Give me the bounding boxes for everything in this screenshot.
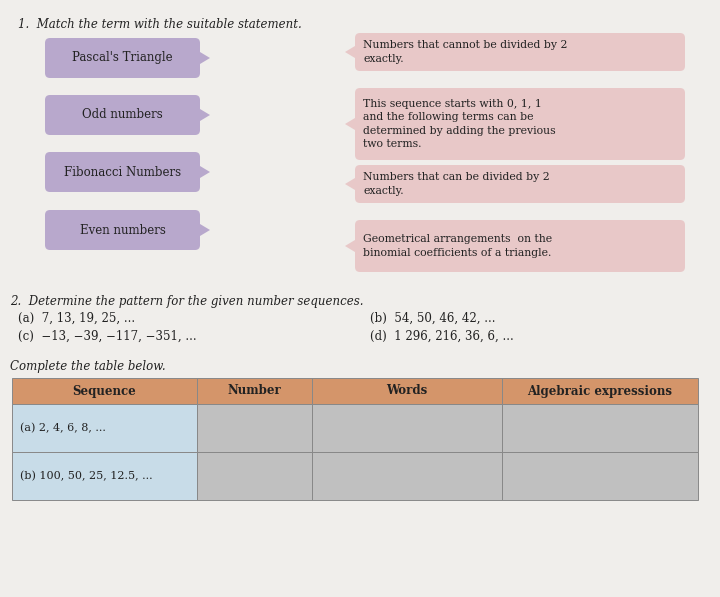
Bar: [12, 378, 197, 404]
Polygon shape: [200, 166, 210, 178]
Text: Complete the table below.: Complete the table below.: [10, 360, 166, 373]
FancyBboxPatch shape: [45, 210, 200, 250]
Polygon shape: [200, 52, 210, 64]
Text: 1.  Match the term with the suitable statement.: 1. Match the term with the suitable stat…: [18, 18, 302, 31]
Polygon shape: [200, 109, 210, 121]
FancyBboxPatch shape: [355, 220, 685, 272]
Bar: [12, 452, 197, 500]
Text: Odd numbers: Odd numbers: [82, 109, 163, 122]
Text: (d)  1 296, 216, 36, 6, ...: (d) 1 296, 216, 36, 6, ...: [370, 330, 514, 343]
FancyBboxPatch shape: [355, 33, 685, 71]
Bar: [312, 404, 502, 452]
Text: (a)  7, 13, 19, 25, ...: (a) 7, 13, 19, 25, ...: [18, 312, 135, 325]
Text: Even numbers: Even numbers: [80, 223, 166, 236]
Text: (c)  −13, −39, −117, −351, ...: (c) −13, −39, −117, −351, ...: [18, 330, 197, 343]
Text: (b) 100, 50, 25, 12.5, ...: (b) 100, 50, 25, 12.5, ...: [20, 471, 153, 481]
Text: Fibonacci Numbers: Fibonacci Numbers: [64, 165, 181, 179]
Bar: [12, 404, 197, 452]
Polygon shape: [345, 46, 355, 58]
Text: Numbers that cannot be divided by 2
exactly.: Numbers that cannot be divided by 2 exac…: [363, 41, 567, 64]
Bar: [197, 404, 312, 452]
Polygon shape: [345, 178, 355, 190]
Text: Numbers that can be divided by 2
exactly.: Numbers that can be divided by 2 exactly…: [363, 173, 550, 196]
Polygon shape: [345, 240, 355, 252]
Polygon shape: [345, 118, 355, 130]
Text: Words: Words: [387, 384, 428, 398]
Text: This sequence starts with 0, 1, 1
and the following terms can be
determined by a: This sequence starts with 0, 1, 1 and th…: [363, 99, 556, 149]
Bar: [312, 378, 502, 404]
Text: (b)  54, 50, 46, 42, ...: (b) 54, 50, 46, 42, ...: [370, 312, 495, 325]
Text: 2.  Determine the pattern for the given number sequences.: 2. Determine the pattern for the given n…: [10, 295, 364, 308]
FancyBboxPatch shape: [355, 165, 685, 203]
Text: Pascal's Triangle: Pascal's Triangle: [72, 51, 173, 64]
Text: Algebraic expressions: Algebraic expressions: [528, 384, 672, 398]
Text: Sequence: Sequence: [73, 384, 136, 398]
FancyBboxPatch shape: [45, 38, 200, 78]
Bar: [312, 452, 502, 500]
Text: Geometrical arrangements  on the
binomial coefficients of a triangle.: Geometrical arrangements on the binomial…: [363, 235, 552, 257]
Bar: [502, 452, 698, 500]
FancyBboxPatch shape: [45, 152, 200, 192]
Bar: [502, 378, 698, 404]
FancyBboxPatch shape: [355, 88, 685, 160]
Bar: [197, 378, 312, 404]
Text: (a) 2, 4, 6, 8, ...: (a) 2, 4, 6, 8, ...: [20, 423, 106, 433]
Text: Number: Number: [228, 384, 282, 398]
Bar: [502, 404, 698, 452]
Polygon shape: [200, 224, 210, 236]
Bar: [197, 452, 312, 500]
FancyBboxPatch shape: [45, 95, 200, 135]
